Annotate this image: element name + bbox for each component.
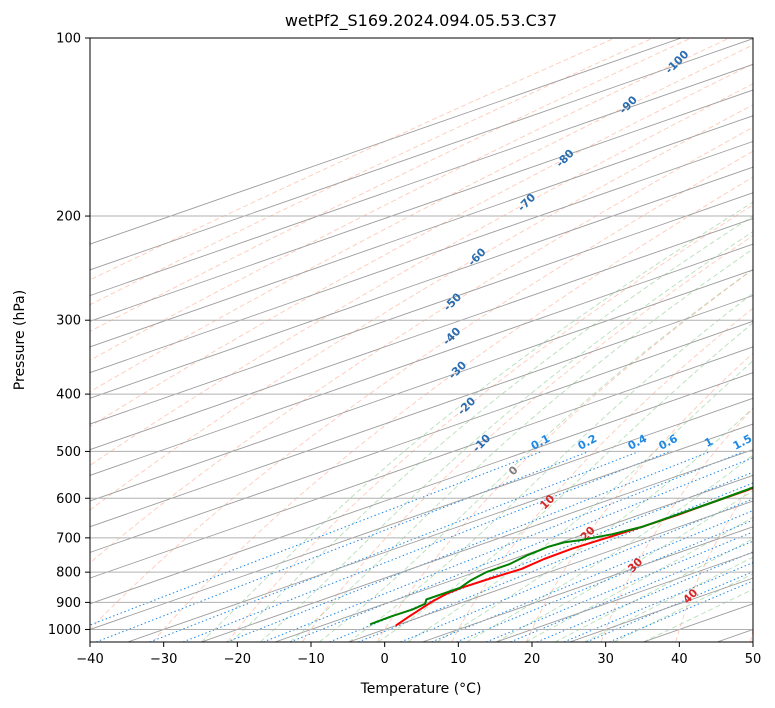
mixing-ratio-line <box>182 450 670 642</box>
isotherm-line <box>90 295 753 528</box>
x-tick-label: −30 <box>150 652 177 667</box>
mixing-ratio-line <box>149 450 640 642</box>
isotherm-line <box>422 526 753 642</box>
moist-adiabat-line <box>525 516 753 642</box>
dewpoint-profile-line <box>369 486 753 626</box>
dry-adiabats <box>90 38 753 642</box>
isotherm-line <box>90 166 753 399</box>
x-tick-label: 0 <box>381 652 389 667</box>
isotherm-line <box>90 140 753 374</box>
isotherms <box>90 38 753 642</box>
dry-adiabat-line <box>90 38 617 281</box>
x-tick-label: 10 <box>450 652 467 667</box>
isotherm-line <box>90 397 753 630</box>
x-tick-label: 40 <box>671 652 688 667</box>
isobar-gridlines <box>90 38 753 630</box>
moist-adiabat-line <box>436 407 753 642</box>
plot-area: 0.10.20.40.611.52346810131620253036-100-… <box>90 38 753 642</box>
moist-adiabat-line <box>289 248 753 642</box>
mixing-ratio-line <box>609 580 753 642</box>
dry-adiabat-line <box>90 63 753 427</box>
isotherm-line <box>90 38 682 245</box>
isotherm-line <box>127 423 753 642</box>
mixing-ratio-line <box>510 540 753 642</box>
dry-adiabat-line <box>90 150 753 631</box>
mixing-ratio-line <box>536 551 753 642</box>
y-tick-label: 700 <box>56 531 81 546</box>
isotherm-line <box>90 243 753 476</box>
isotherm-line <box>201 449 753 642</box>
moist-adiabat-line <box>201 201 753 642</box>
chart-title: wetPf2_S169.2024.094.05.53.C37 <box>285 11 557 31</box>
mixing-ratio-line <box>358 482 753 642</box>
y-tick-label: 100 <box>56 32 81 47</box>
isotherm-line <box>90 89 753 322</box>
moist-adiabat-line <box>466 454 753 642</box>
x-tick-label: −10 <box>297 652 324 667</box>
y-tick-label: 900 <box>56 596 81 611</box>
isotherm-line <box>90 269 753 502</box>
dry-adiabat-line <box>301 234 753 642</box>
y-axis-label: Pressure (hPa) <box>12 290 28 390</box>
y-tick-label: 400 <box>56 388 81 403</box>
dry-adiabat-line <box>90 126 753 564</box>
y-tick-label: 500 <box>56 445 81 460</box>
y-tick-label: 200 <box>56 210 81 225</box>
y-tick-label: 600 <box>56 492 81 507</box>
x-axis: −40 −30 −20 −10 0 10 20 30 40 50 <box>76 642 761 667</box>
isotherm-line <box>90 372 753 605</box>
y-axis: 100 200 300 400 500 600 700 800 900 1000 <box>48 32 90 638</box>
x-tick-label: 50 <box>745 652 762 667</box>
x-tick-label: 30 <box>597 652 614 667</box>
moist-adiabat-line <box>407 360 753 642</box>
dry-adiabat-line <box>451 307 753 642</box>
dry-adiabat-line <box>376 269 753 642</box>
y-tick-label: 300 <box>56 314 81 329</box>
isotherm-line <box>90 320 753 553</box>
mixing-ratio-line <box>563 562 753 642</box>
plot-frame <box>89 37 754 643</box>
mixing-ratio-line <box>329 471 753 642</box>
isotherm-line <box>90 63 753 297</box>
x-tick-label: −20 <box>224 652 251 667</box>
moist-adiabat-line <box>554 538 753 642</box>
moist-adiabat-line <box>230 215 753 642</box>
temperature-profile-line <box>395 486 753 627</box>
dry-adiabat-line <box>90 83 753 466</box>
profile-series <box>369 486 753 627</box>
isotherm-line <box>90 192 753 425</box>
moist-adiabat-line <box>643 588 753 642</box>
mixing-ratio-line <box>90 450 543 626</box>
isotherm-line <box>274 474 753 642</box>
dry-adiabat-line <box>227 204 753 642</box>
y-tick-label: 800 <box>56 566 81 581</box>
y-tick-label: 1000 <box>48 623 81 638</box>
dry-adiabat-line <box>90 38 731 361</box>
dry-adiabat-line <box>600 407 753 642</box>
dry-adiabat-line <box>90 104 753 511</box>
isotherm-line <box>90 115 753 348</box>
x-tick-label: −40 <box>76 652 103 667</box>
mixing-ratio-line <box>486 531 753 642</box>
x-axis-label: Temperature (°C) <box>360 681 482 697</box>
isotherm-line <box>348 500 753 642</box>
isotherm-line <box>90 218 753 451</box>
isotherm-line <box>90 38 753 271</box>
x-tick-label: 20 <box>524 652 541 667</box>
dry-adiabat-line <box>152 176 753 642</box>
mixing-ratio-line <box>586 571 753 642</box>
dry-adiabat-line <box>525 352 753 642</box>
moist-adiabat-line <box>319 268 753 642</box>
isotherm-line <box>90 346 753 579</box>
